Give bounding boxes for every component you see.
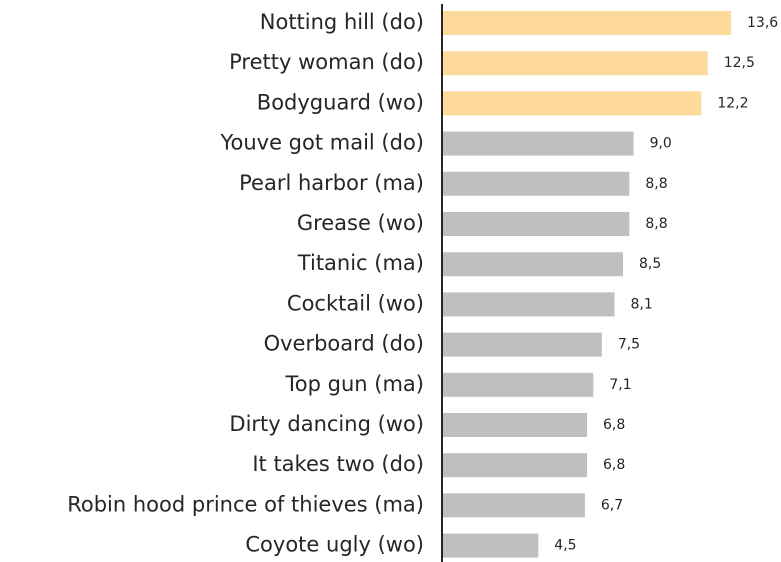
bar <box>443 51 708 76</box>
category-label: Top gun (ma) <box>285 372 424 396</box>
bar <box>443 332 602 357</box>
bar <box>443 252 623 277</box>
bar <box>443 533 539 558</box>
category-label: Pretty woman (do) <box>229 50 424 74</box>
bar <box>443 11 731 35</box>
category-label: Overboard (do) <box>264 332 424 356</box>
bar <box>443 91 702 116</box>
value-label: 8,1 <box>631 296 653 312</box>
category-label: Dirty dancing (wo) <box>229 412 424 436</box>
category-label: Coyote ugly (wo) <box>245 533 424 557</box>
value-label: 12,2 <box>717 95 748 111</box>
value-label: 6,8 <box>603 417 625 433</box>
category-label: Robin hood prince of thieves (ma) <box>67 492 424 516</box>
bar <box>443 372 594 397</box>
bar <box>443 453 587 478</box>
category-label: Youve got mail (do) <box>219 131 424 155</box>
bar <box>443 171 630 196</box>
category-label: Pearl harbor (ma) <box>239 171 424 195</box>
category-label: Titanic (ma) <box>297 251 424 275</box>
bar <box>443 292 615 317</box>
value-label: 7,5 <box>618 337 640 353</box>
category-label: Cocktail (wo) <box>287 291 424 315</box>
category-label: It takes two (do) <box>252 452 424 476</box>
value-label: 9,0 <box>650 136 672 152</box>
category-label: Bodyguard (wo) <box>257 90 424 114</box>
value-label: 8,5 <box>639 256 661 272</box>
category-label: Grease (wo) <box>297 211 424 235</box>
value-label: 6,7 <box>601 497 623 513</box>
value-label: 7,1 <box>609 377 631 393</box>
bar <box>443 413 587 437</box>
value-label: 6,8 <box>603 457 625 473</box>
value-label: 8,8 <box>645 216 667 232</box>
value-label: 8,8 <box>645 176 667 192</box>
category-label: Notting hill (do) <box>260 10 424 34</box>
bar <box>443 212 630 236</box>
bar <box>443 493 585 518</box>
value-label: 12,5 <box>724 55 755 71</box>
value-label: 4,5 <box>554 538 576 554</box>
bar <box>443 131 634 156</box>
value-label: 13,6 <box>747 15 778 31</box>
